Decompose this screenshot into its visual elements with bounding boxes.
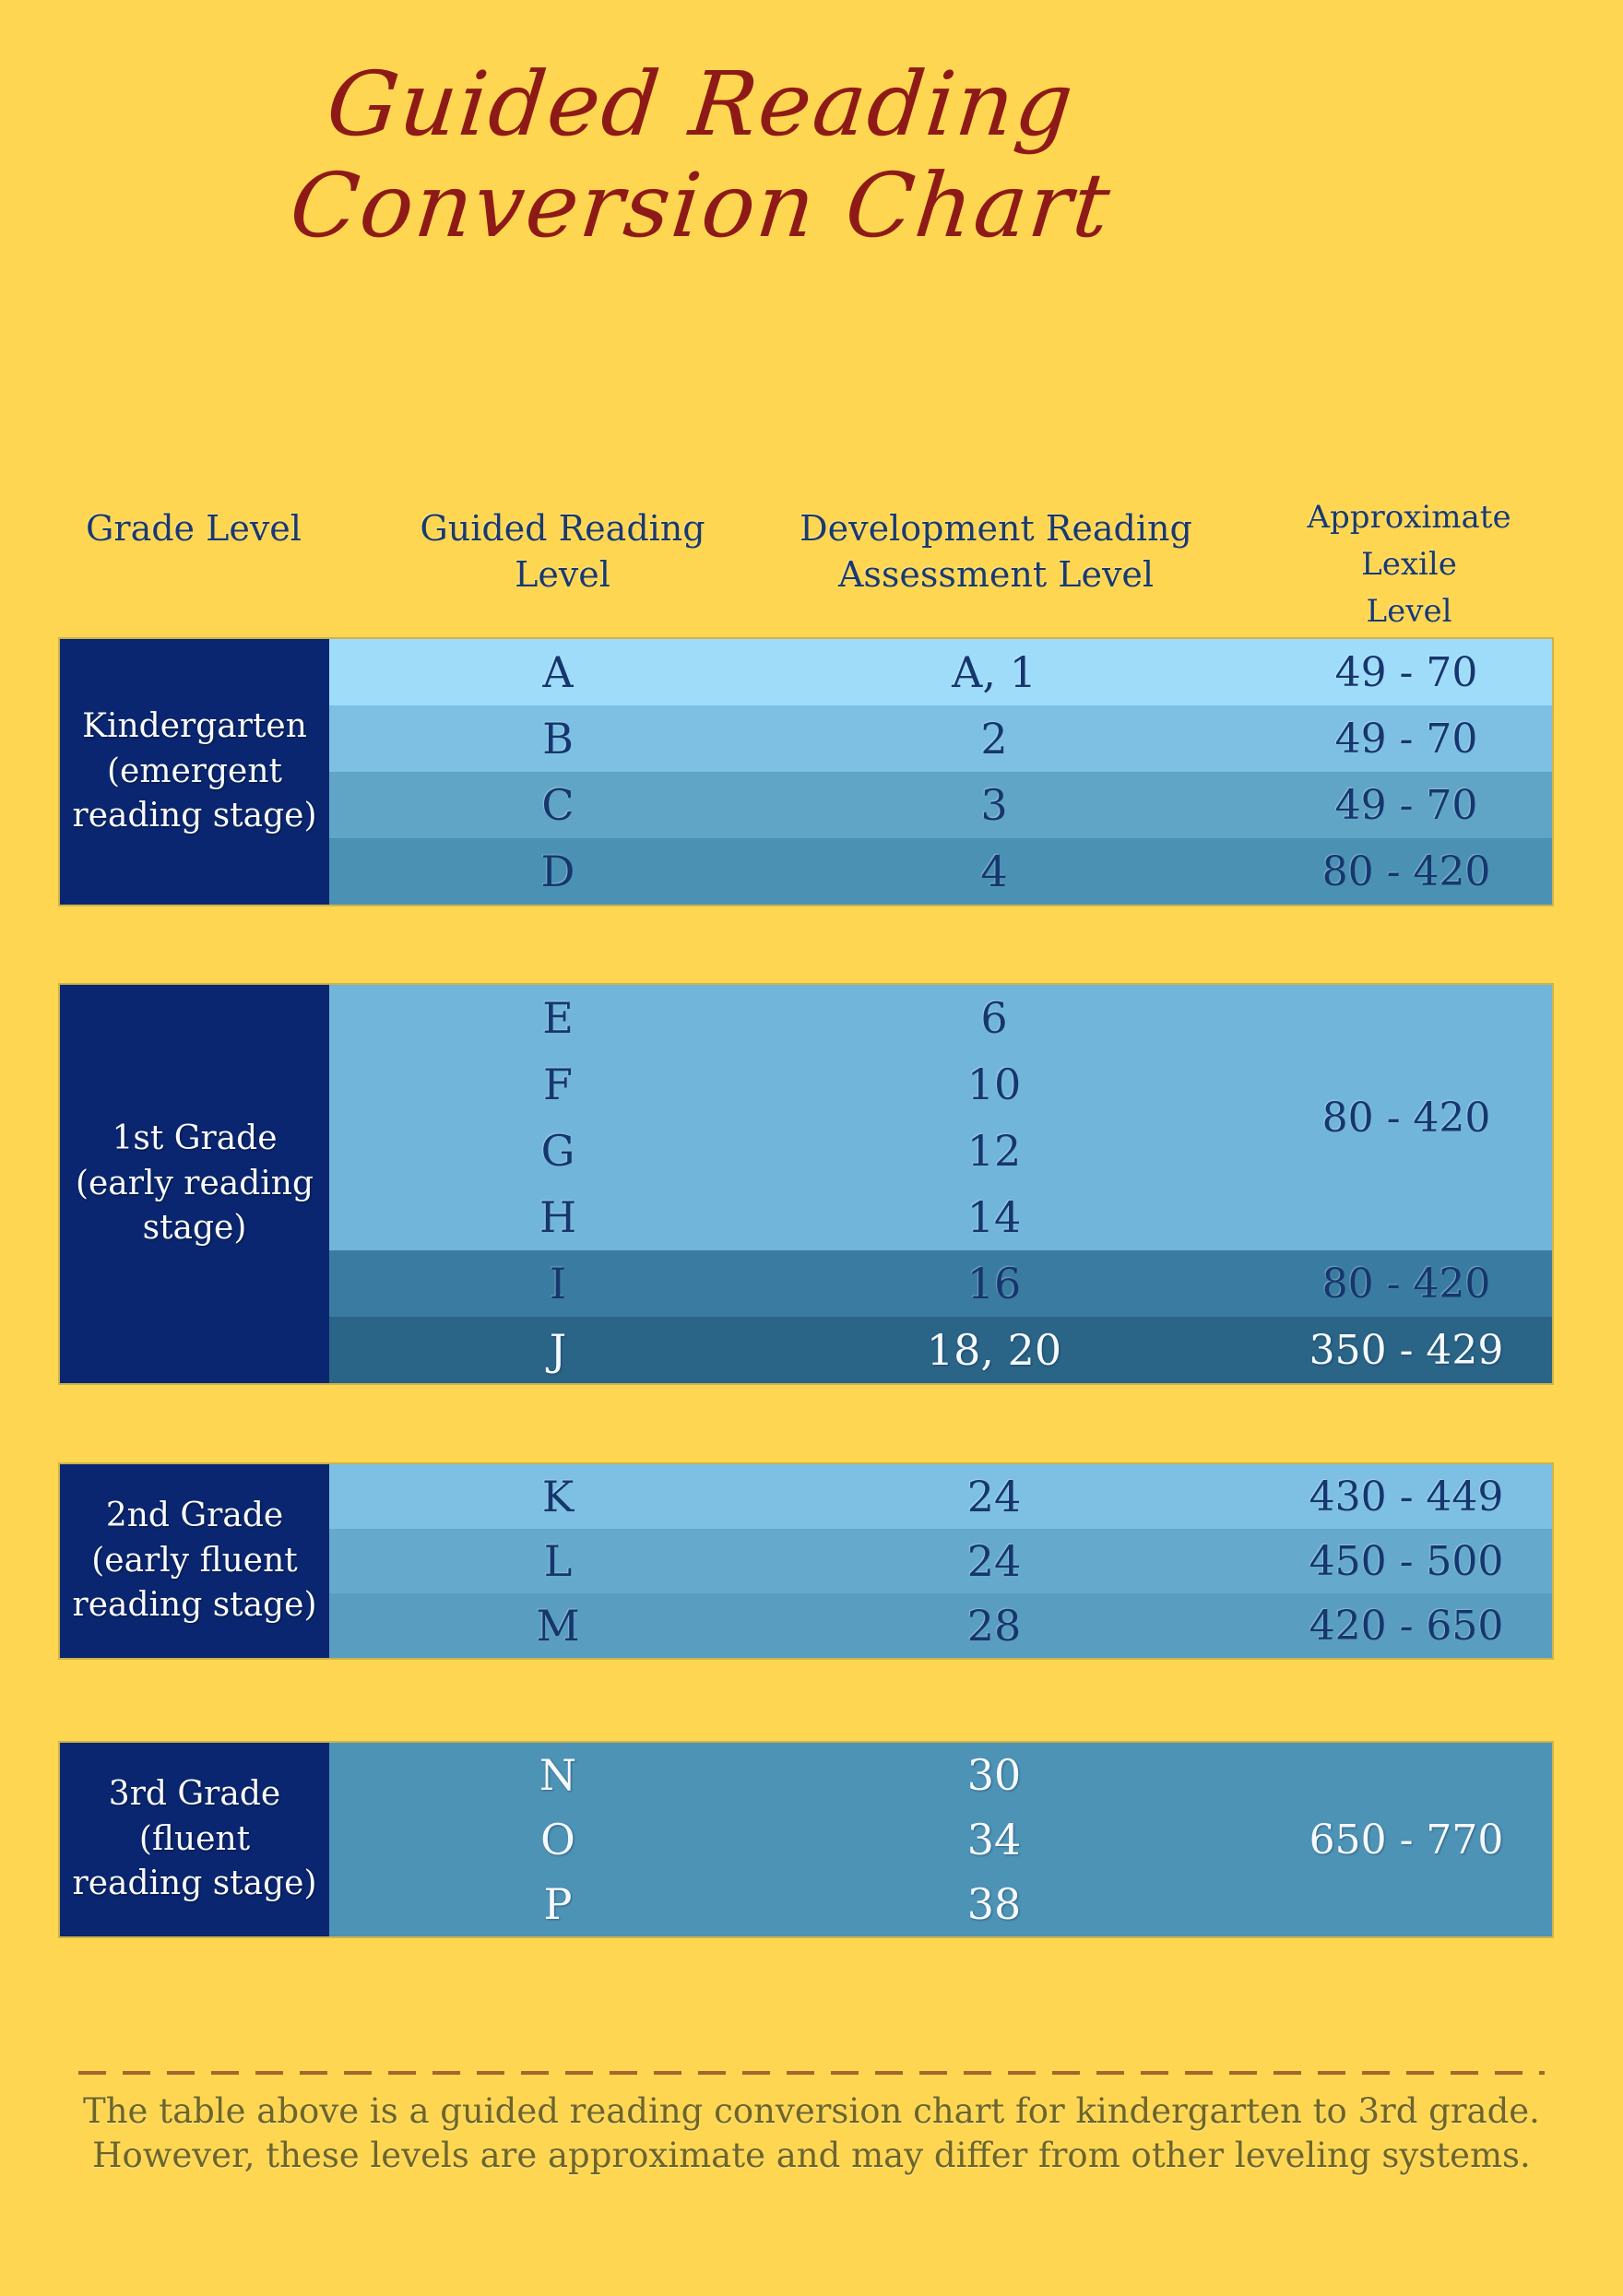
table-row: I 16 [329, 1250, 1552, 1317]
lexile-range-cell: 420 - 650 [1309, 1602, 1504, 1650]
lexile-range-cell: 80 - 420 [1321, 1260, 1491, 1308]
footnote-line-2: However, these levels are approximate an… [92, 2136, 1531, 2176]
guided-reading-level-cell: H [539, 1192, 577, 1242]
lexile-range-cell: 650 - 770 [1309, 1816, 1504, 1864]
table-row: O 34 [329, 1807, 1552, 1872]
guided-reading-level-cell: G [540, 1126, 575, 1176]
dra-level-cell: 4 [980, 846, 1008, 896]
guided-reading-level-cell: L [543, 1536, 573, 1586]
dra-level-cell: 18, 20 [926, 1325, 1062, 1375]
rows-area: A A, 1 49 - 70 B 2 49 - 70 C 3 49 - 70 D 4 80 - 420 [329, 639, 1552, 905]
row-segment: E 6 F 10 G 12 H 14 80 - 420 [329, 985, 1552, 1250]
row-segment: K 24 430 - 449 [329, 1464, 1552, 1529]
table-row: A A, 1 [329, 639, 1552, 705]
row-segment: B 2 49 - 70 [329, 705, 1552, 772]
guided-reading-level-cell: F [543, 1059, 573, 1109]
dashed-divider [78, 2071, 1545, 2075]
grade-block-kindergarten: Kindergarten (emergent reading stage) A A,… [60, 639, 1552, 905]
row-segment: L 24 450 - 500 [329, 1529, 1552, 1593]
dra-level-cell: 14 [966, 1192, 1022, 1242]
dra-level-cell: 28 [966, 1601, 1022, 1651]
lexile-range-cell: 49 - 70 [1334, 781, 1478, 829]
title-line-1: Guided Reading [322, 53, 1080, 156]
guided-reading-level-cell: A [542, 647, 574, 697]
dra-level-cell: 2 [980, 714, 1008, 763]
dra-level-cell: 6 [980, 993, 1008, 1043]
lexile-range-cell: 350 - 429 [1309, 1326, 1504, 1374]
column-header-guided-reading-level: Guided Reading Level [420, 508, 705, 596]
table-row: N 30 [329, 1743, 1552, 1807]
dra-level-cell: 38 [966, 1879, 1022, 1929]
table-row: M 28 [329, 1593, 1552, 1658]
guided-reading-level-cell: J [549, 1325, 567, 1375]
row-segment: C 3 49 - 70 [329, 772, 1552, 838]
guided-reading-level-cell: K [541, 1472, 575, 1521]
dra-level-cell: 10 [966, 1059, 1022, 1109]
rows-area: N 30 O 34 P 38 650 - 770 [329, 1743, 1552, 1936]
dra-level-cell: 12 [966, 1126, 1022, 1176]
guided-reading-level-cell: I [549, 1259, 567, 1308]
lexile-range-cell: 49 - 70 [1334, 648, 1478, 696]
lexile-range-cell: 49 - 70 [1334, 715, 1478, 763]
table-row: K 24 [329, 1464, 1552, 1529]
dra-level-cell: 24 [966, 1536, 1022, 1586]
row-segment: D 4 80 - 420 [329, 838, 1552, 905]
lexile-range-cell: 430 - 449 [1309, 1473, 1504, 1521]
dra-level-cell: 24 [966, 1472, 1022, 1521]
row-segment: N 30 O 34 P 38 650 - 770 [329, 1743, 1552, 1936]
row-segment: J 18, 20 350 - 429 [329, 1317, 1552, 1383]
dra-level-cell: 3 [980, 780, 1008, 830]
table-row: F 10 [329, 1051, 1552, 1118]
guided-reading-level-cell: P [543, 1879, 573, 1929]
dra-level-cell: 16 [966, 1259, 1022, 1308]
footnote: The table above is a guided reading conv… [0, 2089, 1623, 2178]
rows-area: K 24 430 - 449 L 24 450 - 500 M 28 420 - 650 [329, 1464, 1552, 1658]
guided-reading-level-cell: N [539, 1750, 577, 1800]
rows-area: E 6 F 10 G 12 H 14 80 - 420 I 16 80 - 420 J 18, 20 350… [329, 985, 1552, 1383]
guided-reading-level-cell: O [540, 1815, 575, 1864]
guided-reading-level-cell: E [542, 993, 574, 1043]
row-segment: A A, 1 49 - 70 [329, 639, 1552, 705]
guided-reading-level-cell: C [541, 780, 575, 830]
page-title: Guided Reading Conversion Chart [0, 53, 1512, 257]
lexile-range-cell: 450 - 500 [1309, 1537, 1504, 1585]
guided-reading-level-cell: B [542, 714, 574, 763]
lexile-range-cell: 80 - 420 [1321, 1094, 1491, 1142]
table-row: G 12 [329, 1118, 1552, 1184]
grade-block-2nd-grade: 2nd Grade (early fluent reading stage) K 2… [60, 1464, 1552, 1658]
table-row: L 24 [329, 1529, 1552, 1593]
column-header-lexile-level: Approximate Lexile Level [1307, 499, 1511, 630]
grade-block-3rd-grade: 3rd Grade (fluent reading stage) N 30 O 34 P 3… [60, 1743, 1552, 1936]
table-row: J 18, 20 [329, 1317, 1552, 1383]
dra-level-cell: 34 [966, 1815, 1022, 1864]
footnote-line-1: The table above is a guided reading conv… [83, 2091, 1540, 2131]
dra-level-cell: A, 1 [952, 647, 1037, 697]
guided-reading-level-cell: M [536, 1601, 580, 1651]
title-line-2: Conversion Chart [285, 154, 1117, 257]
grade-label-2nd-grade: 2nd Grade (early fluent reading stage) [60, 1464, 329, 1658]
lexile-range-cell: 80 - 420 [1321, 847, 1491, 895]
dra-level-cell: 30 [966, 1750, 1022, 1800]
table-row: P 38 [329, 1872, 1552, 1936]
grade-label-1st-grade: 1st Grade (early reading stage) [60, 985, 329, 1383]
table-row: H 14 [329, 1184, 1552, 1250]
guided-reading-level-cell: D [540, 846, 575, 896]
row-segment: M 28 420 - 650 [329, 1593, 1552, 1658]
grade-label-3rd-grade: 3rd Grade (fluent reading stage) [60, 1743, 329, 1936]
column-header-dra-level: Development Reading Assessment Level [800, 508, 1192, 596]
grade-block-1st-grade: 1st Grade (early reading stage) E 6 F 10 G 12 H… [60, 985, 1552, 1383]
column-header-grade-level: Grade Level [86, 508, 302, 549]
row-segment: I 16 80 - 420 [329, 1250, 1552, 1317]
grade-label-kindergarten: Kindergarten (emergent reading stage) [60, 639, 329, 905]
